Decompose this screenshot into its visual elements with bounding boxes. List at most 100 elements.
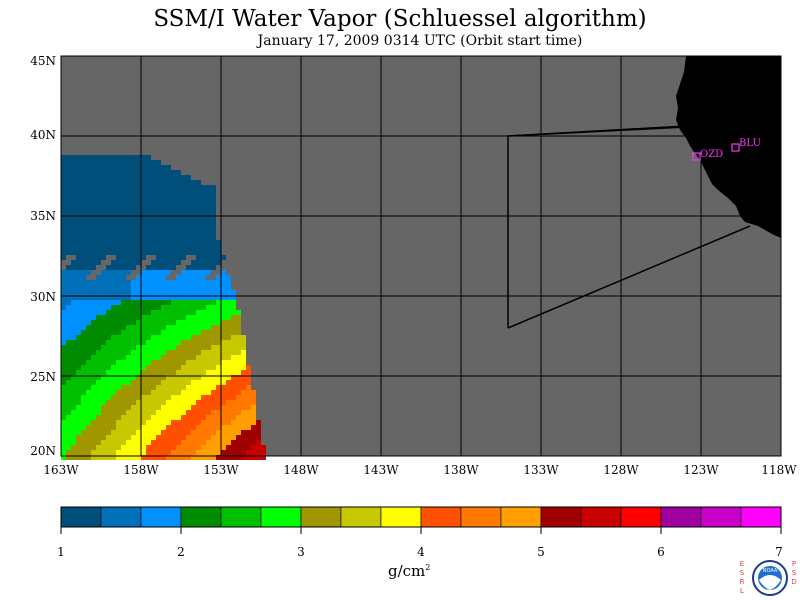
swath-cell xyxy=(121,435,126,440)
swath-cell xyxy=(126,225,131,230)
swath-cell xyxy=(106,280,111,285)
swath-cell xyxy=(146,160,151,165)
swath-cell xyxy=(126,325,131,330)
swath-cell xyxy=(81,240,86,245)
swath-cell xyxy=(206,385,211,390)
swath-cell xyxy=(201,200,206,205)
swath-cell xyxy=(166,205,171,210)
swath-cell xyxy=(106,290,111,295)
swath-cell xyxy=(71,305,76,310)
swath-cell xyxy=(136,350,141,355)
swath-cell xyxy=(166,185,171,190)
swath-cell xyxy=(96,450,101,455)
swath-cell xyxy=(196,210,201,215)
swath-cell xyxy=(66,445,71,450)
swath-cell xyxy=(121,410,126,415)
swath-cell xyxy=(111,450,116,455)
swath-cell xyxy=(66,200,71,205)
swath-cell xyxy=(176,210,181,215)
swath-cell xyxy=(111,155,116,160)
swath-cell xyxy=(71,245,76,250)
swath-cell xyxy=(221,280,226,285)
swath-cell xyxy=(196,415,201,420)
swath-cell xyxy=(116,180,121,185)
swath-cell xyxy=(96,430,101,435)
swath-cell xyxy=(156,350,161,355)
swath-cell xyxy=(231,365,236,370)
swath-cell xyxy=(151,430,156,435)
swath-cell xyxy=(176,285,181,290)
swath-cell xyxy=(76,205,81,210)
logo-letter: P xyxy=(791,560,797,568)
swath-cell xyxy=(66,355,71,360)
swath-cell xyxy=(101,300,106,305)
swath-cell xyxy=(141,320,146,325)
swath-cell xyxy=(76,215,81,220)
swath-cell xyxy=(156,430,161,435)
swath-cell xyxy=(186,395,191,400)
swath-cell xyxy=(101,285,106,290)
swath-cell xyxy=(146,260,151,265)
swath-cell xyxy=(121,250,126,255)
swath-cell xyxy=(106,325,111,330)
swath-cell xyxy=(141,235,146,240)
swath-cell xyxy=(151,380,156,385)
swath-cell xyxy=(251,445,256,450)
swath-cell xyxy=(166,180,171,185)
swath-cell xyxy=(61,235,66,240)
swath-cell xyxy=(151,215,156,220)
swath-cell xyxy=(176,345,181,350)
swath-cell xyxy=(71,430,76,435)
swath-cell xyxy=(76,345,81,350)
swath-cell xyxy=(176,215,181,220)
swath-cell xyxy=(151,410,156,415)
swath-cell xyxy=(196,245,201,250)
swath-cell xyxy=(186,305,191,310)
swath-cell xyxy=(171,240,176,245)
swath-cell xyxy=(161,450,166,455)
swath-cell xyxy=(61,410,66,415)
swath-cell xyxy=(101,240,106,245)
swath-cell xyxy=(146,195,151,200)
swath-cell xyxy=(151,160,156,165)
swath-cell xyxy=(76,270,81,275)
swath-cell xyxy=(81,255,86,260)
swath-cell xyxy=(71,380,76,385)
swath-cell xyxy=(216,430,221,435)
swath-cell xyxy=(131,315,136,320)
swath-cell xyxy=(186,440,191,445)
swath-cell xyxy=(146,380,151,385)
swath-cell xyxy=(201,400,206,405)
swath-cell xyxy=(81,250,86,255)
swath-cell xyxy=(66,185,71,190)
swath-cell xyxy=(96,375,101,380)
swath-cell xyxy=(101,225,106,230)
swath-cell xyxy=(101,420,106,425)
swath-cell xyxy=(151,415,156,420)
swath-cell xyxy=(126,170,131,175)
swath-cell xyxy=(121,255,126,260)
swath-cell xyxy=(171,375,176,380)
swath-cell xyxy=(221,415,226,420)
swath-cell xyxy=(71,410,76,415)
swath-cell xyxy=(226,320,231,325)
swath-cell xyxy=(76,340,81,345)
swath-cell xyxy=(166,275,171,280)
swath-cell xyxy=(156,320,161,325)
swath-cell xyxy=(116,400,121,405)
swath-cell xyxy=(126,435,131,440)
swath-cell xyxy=(111,380,116,385)
swath-cell xyxy=(166,325,171,330)
swath-cell xyxy=(126,265,131,270)
swath-cell xyxy=(246,415,251,420)
swath-cell xyxy=(236,355,241,360)
swath-cell xyxy=(171,180,176,185)
swath-cell xyxy=(151,260,156,265)
swath-cell xyxy=(161,430,166,435)
swath-cell xyxy=(166,240,171,245)
swath-cell xyxy=(151,385,156,390)
swath-cell xyxy=(186,265,191,270)
swath-cell xyxy=(156,445,161,450)
swath-cell xyxy=(91,405,96,410)
swath-cell xyxy=(121,395,126,400)
